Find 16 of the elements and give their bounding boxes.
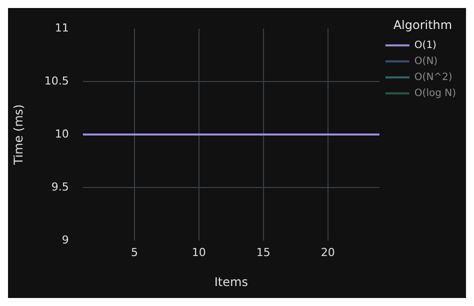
legend-label: O(log N) <box>414 88 456 99</box>
x-tick-label: 5 <box>130 246 138 259</box>
y-tick-label: 9.5 <box>51 180 69 194</box>
x-tick-label: 20 <box>320 246 335 259</box>
legend-label: O(N^2) <box>414 72 452 83</box>
y-tick-label: 10.5 <box>44 74 69 88</box>
x-axis-title: Items <box>214 274 248 289</box>
y-tick-label: 10 <box>54 127 69 140</box>
legend-label: O(1) <box>414 40 437 51</box>
legend-label: O(N) <box>414 56 438 67</box>
y-tick-label: 9 <box>62 233 69 246</box>
x-tick-label: 15 <box>256 246 270 259</box>
x-tick-label: 10 <box>192 246 206 259</box>
y-tick-label: 11 <box>54 21 69 34</box>
y-axis-title: Time (ms) <box>11 104 26 166</box>
legend-title: Algorithm <box>393 18 452 32</box>
